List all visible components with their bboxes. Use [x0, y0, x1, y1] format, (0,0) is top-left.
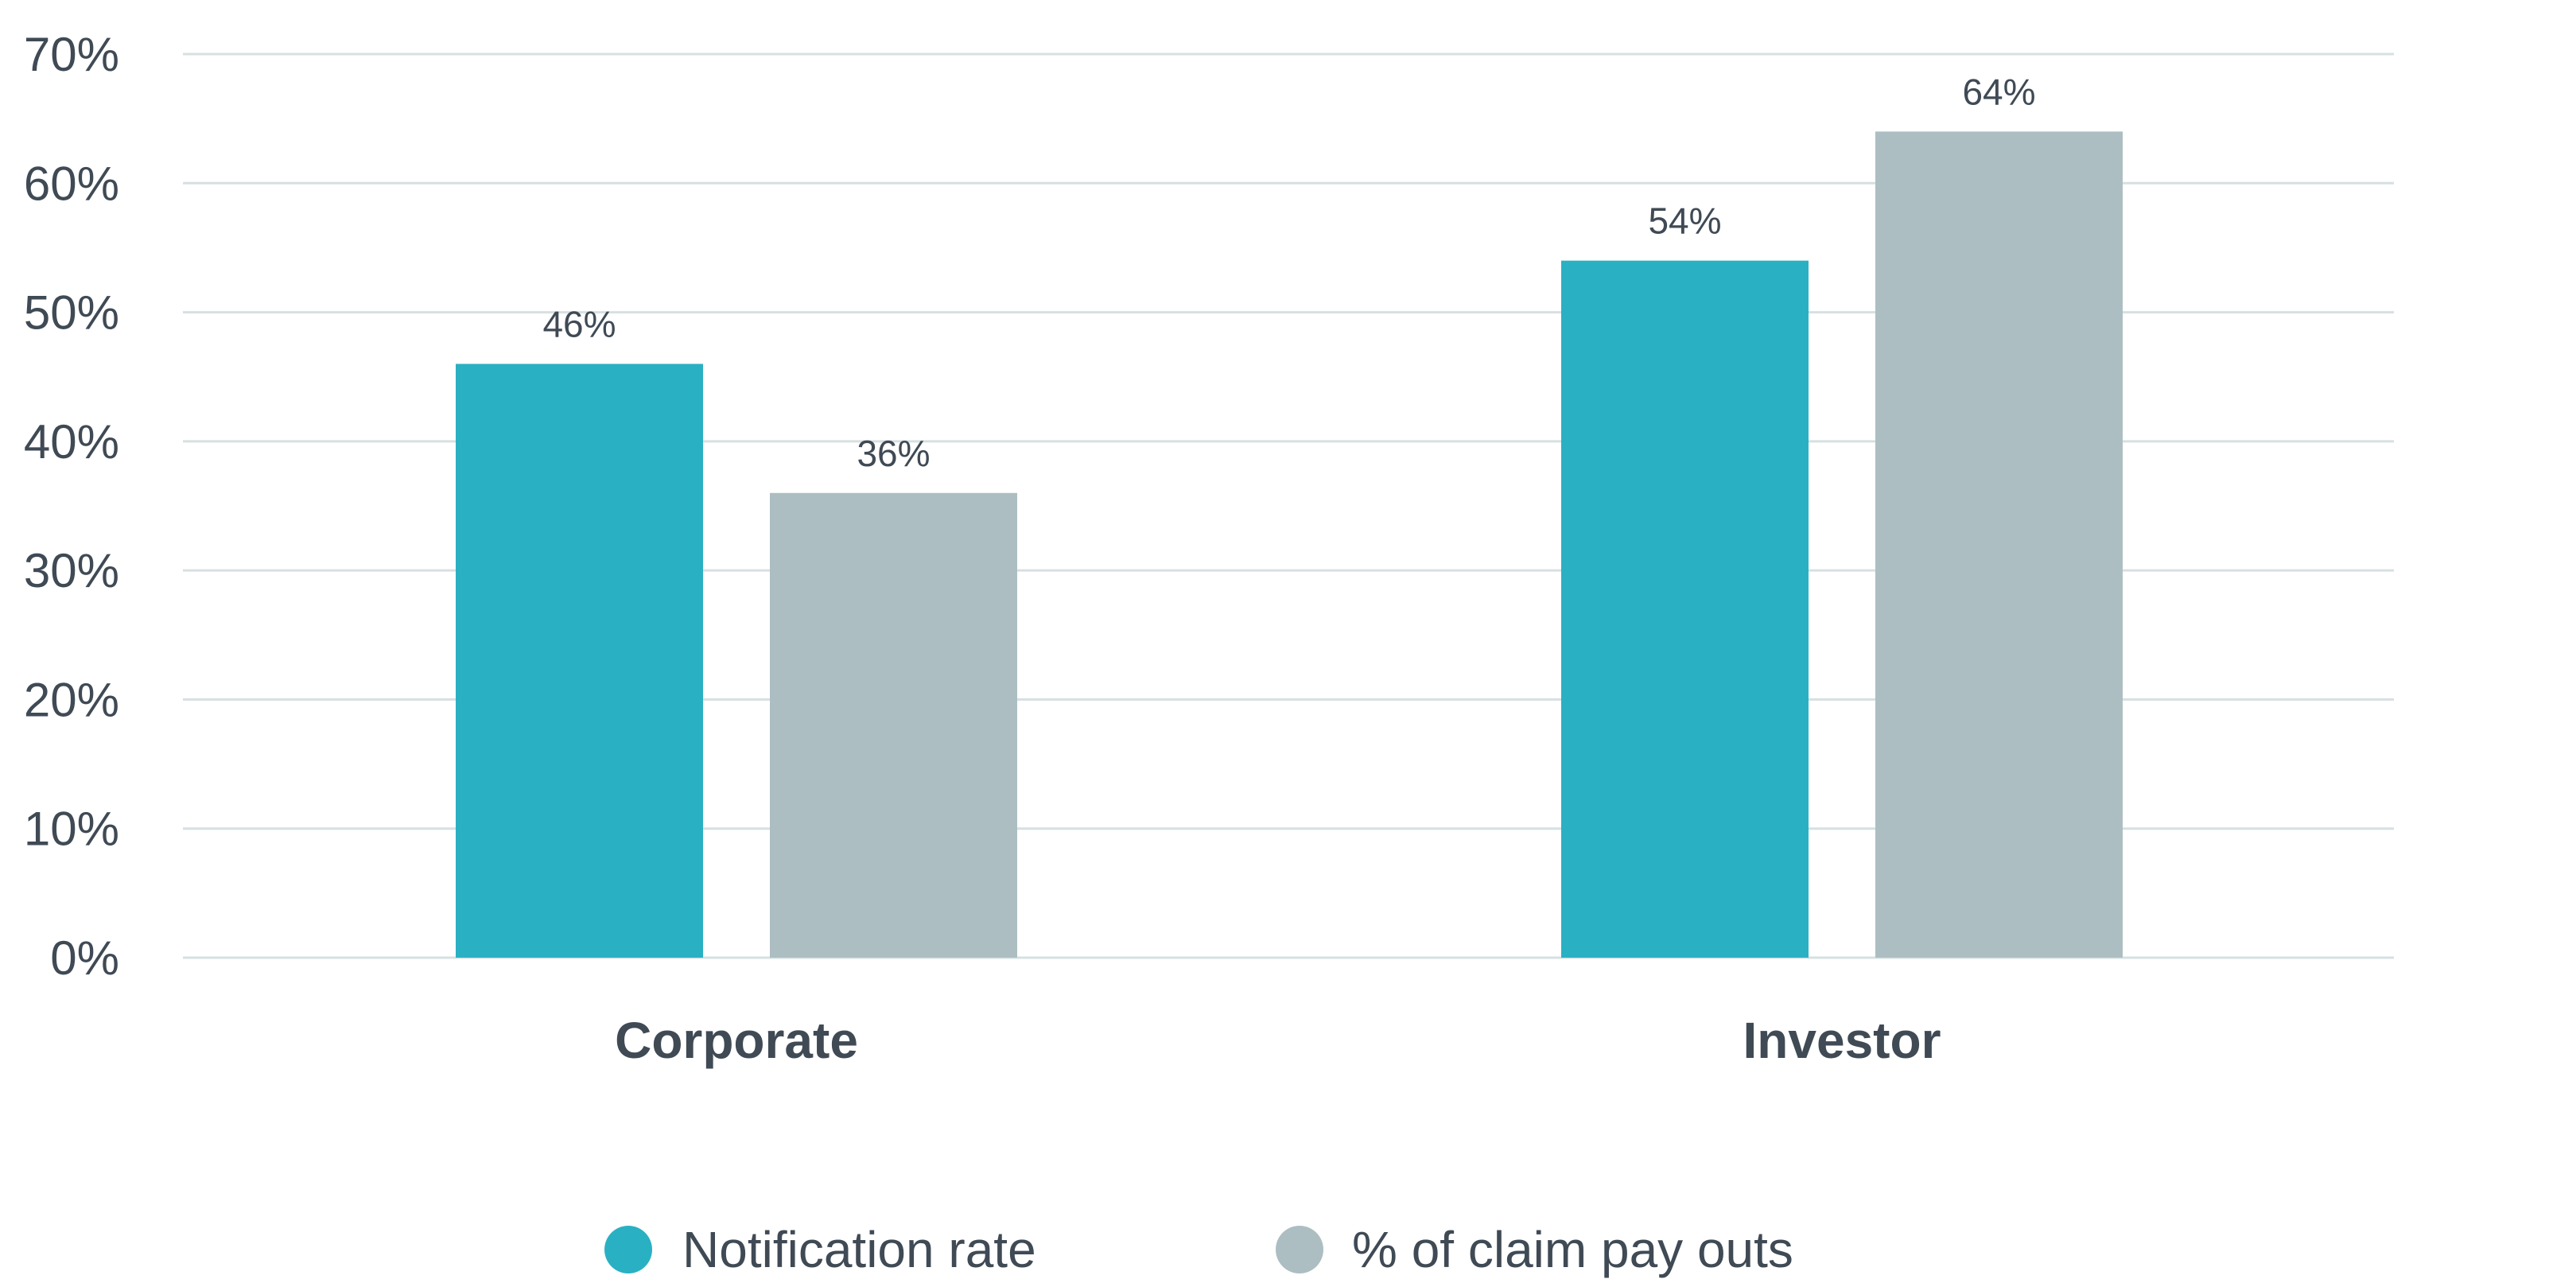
- y-tick-label: 40%: [24, 415, 119, 468]
- x-category-label: Corporate: [615, 1012, 858, 1069]
- x-category-label: Investor: [1743, 1012, 1941, 1069]
- y-tick-label: 20%: [24, 673, 119, 726]
- data-label: 46%: [542, 303, 616, 344]
- data-label: 54%: [1648, 200, 1721, 242]
- data-label: 36%: [857, 433, 930, 474]
- y-tick-label: 0%: [50, 931, 119, 985]
- x-axis: Corporate Investor: [615, 1012, 1941, 1069]
- legend-label: Notification rate: [682, 1221, 1036, 1278]
- y-tick-label: 30%: [24, 544, 119, 597]
- legend-swatch: [604, 1226, 652, 1273]
- bar-investor-series-2: [1875, 131, 2123, 958]
- legend-swatch: [1276, 1226, 1323, 1273]
- bars: [456, 131, 2123, 958]
- bar-corporate-series-2: [770, 492, 1017, 958]
- legend-label: % of claim pay outs: [1352, 1221, 1793, 1278]
- y-tick-label: 60%: [24, 157, 119, 210]
- data-label: 64%: [1962, 71, 2035, 112]
- y-tick-label: 10%: [24, 803, 119, 856]
- y-tick-label: 70%: [24, 28, 119, 81]
- y-axis: 0% 10% 20% 30% 40% 50% 60% 70%: [24, 28, 119, 985]
- bar-investor-series-1: [1561, 260, 1809, 958]
- y-tick-label: 50%: [24, 286, 119, 340]
- legend: Notification rate % of claim pay outs: [604, 1221, 1793, 1278]
- data-labels: 46% 36% 54% 64%: [542, 71, 2035, 473]
- bar-corporate-series-1: [456, 364, 703, 958]
